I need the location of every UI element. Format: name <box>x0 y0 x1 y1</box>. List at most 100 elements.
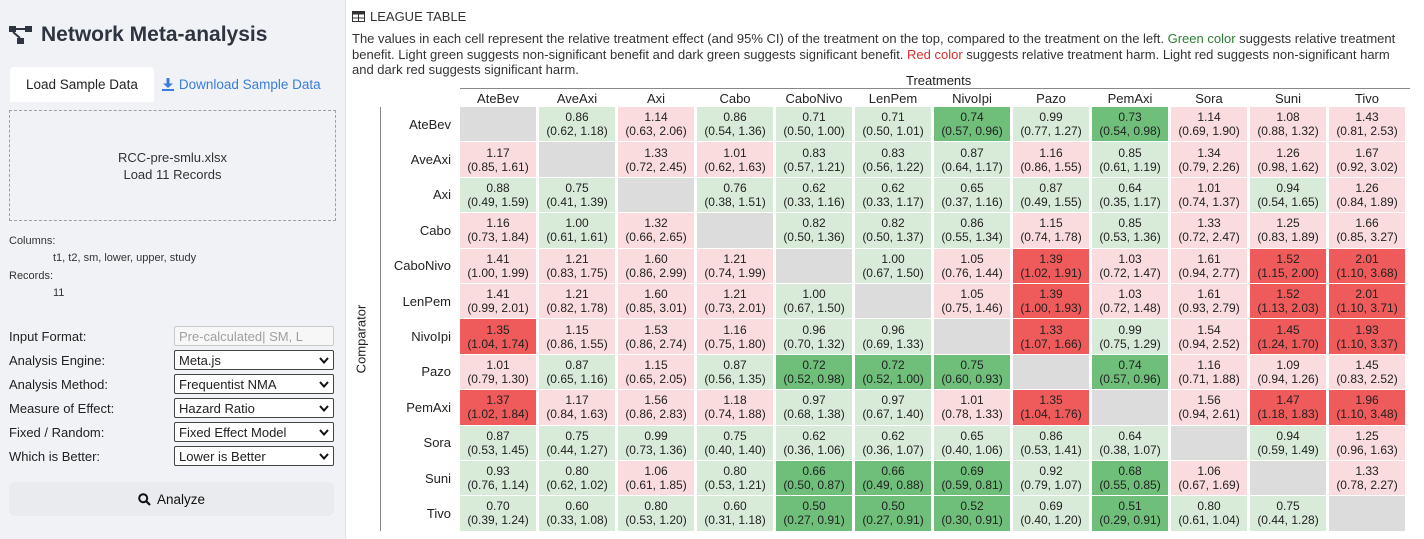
effect-estimate: 0.87 <box>723 357 747 372</box>
effect-cell: 0.74 (0.57, 0.96) <box>934 107 1010 142</box>
effect-cell: 0.83 (0.57, 1.21) <box>776 142 852 177</box>
confidence-interval: (0.55, 1.34) <box>941 230 1003 245</box>
confidence-interval: (0.33, 1.17) <box>862 194 924 209</box>
download-icon <box>161 78 174 91</box>
confidence-interval: (0.71, 1.88) <box>1178 371 1240 386</box>
which-is-better-select[interactable]: Lower is Better <box>174 446 334 466</box>
file-dropzone[interactable]: RCC-pre-smlu.xlsx Load 11 Records <box>9 110 336 221</box>
effect-cell: 1.54 (0.94, 2.52) <box>1171 319 1247 354</box>
confidence-interval: (0.31, 1.18) <box>704 513 766 528</box>
app-title: Network Meta-analysis <box>8 22 267 48</box>
effect-estimate: 0.65 <box>960 428 984 443</box>
confidence-interval: (0.61, 1.19) <box>1099 159 1161 174</box>
confidence-interval: (0.62, 1.63) <box>704 159 766 174</box>
confidence-interval: (0.98, 1.62) <box>1257 159 1319 174</box>
effect-estimate: 0.74 <box>960 110 984 125</box>
effect-cell: 1.60 (0.85, 3.01) <box>618 283 694 319</box>
effect-cell: 1.43 (0.81, 2.53) <box>1329 107 1405 142</box>
effect-estimate: 1.61 <box>1197 251 1221 266</box>
effect-cell: 1.25 (0.83, 1.89) <box>1250 213 1326 248</box>
measure-of-effect-select[interactable]: Hazard Ratio <box>174 398 334 418</box>
effect-cell: 1.52 (1.15, 2.00) <box>1250 248 1326 283</box>
effect-cell: 0.97 (0.67, 1.40) <box>855 390 931 425</box>
effect-estimate: 1.16 <box>1197 357 1221 372</box>
confidence-interval: (0.96, 1.63) <box>1336 442 1398 457</box>
input-format-select[interactable]: Pre-calculated| SM, L <box>174 326 334 346</box>
effect-cell: 0.82 (0.50, 1.37) <box>855 213 931 248</box>
effect-cell: 1.01 (0.79, 1.30) <box>460 354 536 390</box>
effect-estimate: 0.74 <box>1118 357 1142 372</box>
effect-estimate: 0.75 <box>723 428 747 443</box>
table-row: Pazo 1.01 (0.79, 1.30) 0.87 (0.65, 1.16) 1.15… <box>385 354 1405 390</box>
effect-cell: 0.71 (0.50, 1.01) <box>855 107 931 142</box>
column-header-sora: Sora <box>1195 90 1223 106</box>
confidence-interval: (0.99, 2.01) <box>467 301 529 316</box>
effect-estimate: 1.01 <box>1197 180 1221 195</box>
effect-estimate: 0.76 <box>723 180 747 195</box>
download-sample-data-link[interactable]: Download Sample Data <box>154 67 337 102</box>
effect-estimate: 1.67 <box>1355 145 1379 160</box>
effect-cell: 0.85 (0.53, 1.36) <box>1092 213 1168 248</box>
confidence-interval: (0.83, 1.75) <box>546 265 608 280</box>
effect-estimate: 1.15 <box>565 322 589 337</box>
row-header-pazo: Pazo <box>421 364 451 380</box>
measure-of-effect-label: Measure of Effect: <box>9 400 115 416</box>
effect-cell: 1.33 (0.72, 2.45) <box>618 142 694 177</box>
confidence-interval: (0.74, 1.78) <box>1020 230 1082 245</box>
effect-cell: 0.93 (0.76, 1.14) <box>460 460 536 496</box>
measure-of-effect-row: Measure of Effect: Hazard Ratio <box>9 398 334 418</box>
effect-cell: 1.45 (1.24, 1.70) <box>1250 319 1326 354</box>
effect-cell: 1.61 (0.93, 2.79) <box>1171 283 1247 319</box>
effect-estimate: 0.51 <box>1118 499 1142 514</box>
effect-estimate: 0.62 <box>802 180 826 195</box>
confidence-interval: (1.24, 1.70) <box>1257 336 1319 351</box>
effect-cell: 0.87 (0.64, 1.17) <box>934 142 1010 177</box>
effect-cell: 1.39 (1.02, 1.91) <box>1013 248 1089 283</box>
confidence-interval: (1.10, 3.37) <box>1336 336 1398 351</box>
confidence-interval: (0.93, 2.79) <box>1178 301 1240 316</box>
effect-cell: 0.75 (0.44, 1.27) <box>539 425 615 460</box>
table-row: Sora 0.87 (0.53, 1.45) 0.75 (0.44, 1.27) 0.99… <box>385 425 1405 460</box>
effect-estimate: 0.97 <box>881 393 905 408</box>
confidence-interval: (0.84, 1.89) <box>1336 194 1398 209</box>
effect-estimate: 0.83 <box>802 145 826 160</box>
confidence-interval: (0.35, 1.17) <box>1099 194 1161 209</box>
effect-cell: 1.00 (0.67, 1.50) <box>855 248 931 283</box>
row-header-suni: Suni <box>424 470 451 486</box>
description-part2: suggests relative treatment benefit. Lig… <box>352 31 1396 62</box>
which-is-better-value: Lower is Better <box>179 448 266 464</box>
confidence-interval: (0.53, 1.20) <box>625 513 687 528</box>
confidence-interval: (0.84, 1.63) <box>546 407 608 422</box>
effect-estimate: 1.00 <box>881 251 905 266</box>
confidence-interval: (0.38, 1.07) <box>1099 442 1161 457</box>
confidence-interval: (0.61, 1.04) <box>1178 513 1240 528</box>
effect-cell: 0.62 (0.33, 1.17) <box>855 177 931 213</box>
analysis-engine-select[interactable]: Meta.js <box>174 350 334 370</box>
effect-estimate: 0.69 <box>1039 499 1063 514</box>
column-header-suni: Suni <box>1274 90 1302 106</box>
effect-cell: 0.87 (0.53, 1.45) <box>460 425 536 460</box>
effect-cell: 0.72 (0.52, 1.00) <box>855 354 931 390</box>
confidence-interval: (0.68, 1.38) <box>783 407 845 422</box>
effect-cell: 0.87 (0.65, 1.16) <box>539 354 615 390</box>
confidence-interval: (0.88, 1.32) <box>1257 124 1319 139</box>
effect-estimate: 1.15 <box>1039 216 1063 231</box>
effect-cell: 0.80 (0.53, 1.20) <box>618 496 694 531</box>
effect-cell: 1.56 (0.94, 2.61) <box>1171 390 1247 425</box>
column-header-pemaxi: PemAxi <box>1107 90 1153 106</box>
effect-estimate: 0.64 <box>1118 428 1142 443</box>
effect-cell: 1.16 (0.73, 1.84) <box>460 213 536 248</box>
diagonal-blank-cell <box>1329 496 1405 531</box>
tab-load-sample-data[interactable]: Load Sample Data <box>10 67 154 102</box>
effect-cell: 0.99 (0.77, 1.27) <box>1013 107 1089 142</box>
effect-estimate: 1.35 <box>486 322 510 337</box>
effect-estimate: 1.06 <box>1197 464 1221 479</box>
analysis-method-select[interactable]: Frequentist NMA <box>174 374 334 394</box>
analysis-method-label: Analysis Method: <box>9 376 108 392</box>
chevron-down-icon <box>319 404 329 412</box>
effect-estimate: 1.47 <box>1276 393 1300 408</box>
analyze-button[interactable]: Analyze <box>9 482 334 516</box>
fixed-random-select[interactable]: Fixed Effect Model <box>174 422 334 442</box>
confidence-interval: (1.00, 1.93) <box>1020 301 1082 316</box>
confidence-interval: (0.27, 0.91) <box>783 513 845 528</box>
